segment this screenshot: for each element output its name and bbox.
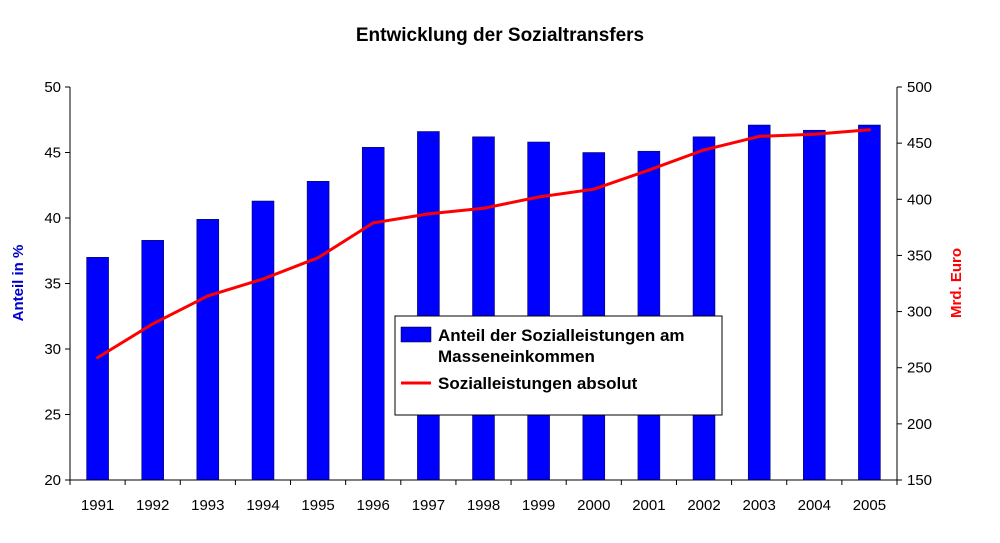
line-point-2003 (757, 134, 761, 138)
bar-1995 (306, 181, 330, 481)
y-axis-left-label: Anteil in % (10, 245, 27, 322)
line-point-2002 (702, 148, 706, 152)
x-tick-label: 1991 (81, 497, 114, 514)
line-point-1998 (482, 206, 485, 210)
x-tick-label: 2002 (687, 497, 720, 514)
bar-series (86, 124, 881, 481)
line-point-1992 (151, 322, 155, 326)
bar-1996 (361, 147, 385, 481)
legend: Anteil der Sozialleistungen am Massenein… (394, 315, 723, 416)
x-axis: 1991 1992 1993 1994 1995 1996 1997 1998 1999 2000… (69, 480, 898, 514)
bar-1994 (251, 200, 275, 481)
x-tick-label: 2004 (798, 497, 831, 514)
y-left-tick-label: 20 (44, 472, 61, 489)
y-axis-left: 20 25 30 35 40 45 50 (44, 79, 70, 489)
y-right-tick-label: 500 (907, 79, 932, 96)
y-right-tick-label: 300 (907, 304, 932, 321)
chart-title: Entwicklung der Sozialtransfers (356, 25, 644, 46)
line-series (96, 128, 871, 360)
bar-2003 (747, 124, 771, 481)
y-right-tick-label: 400 (907, 191, 932, 208)
y-right-tick-label: 350 (907, 247, 932, 264)
line-point-1997 (426, 212, 430, 216)
y-left-tick-label: 30 (44, 341, 61, 358)
x-tick-label: 1992 (136, 497, 169, 514)
legend-bar-swatch (400, 326, 432, 343)
line-point-2000 (592, 187, 596, 191)
line-point-2004 (812, 132, 816, 136)
x-tick-label: 1995 (301, 497, 334, 514)
bar-2002 (692, 136, 716, 481)
line-point-1995 (316, 256, 320, 260)
y-left-tick-label: 35 (44, 276, 61, 293)
y-left-tick-label: 40 (44, 210, 61, 227)
bar-1997 (417, 131, 440, 481)
line-point-1994 (261, 277, 265, 281)
x-tick-label: 2003 (743, 497, 776, 514)
bar-1992 (141, 240, 164, 481)
x-tick-label: 2005 (853, 497, 886, 514)
y-left-tick-label: 25 (44, 407, 61, 424)
x-tick-label: 1996 (357, 497, 390, 514)
bar-1998 (472, 136, 495, 481)
x-tick-label: 1998 (467, 497, 500, 514)
legend-bar-label-line1: Anteil der Sozialleistungen am (438, 326, 685, 345)
y-right-tick-label: 450 (907, 135, 932, 152)
legend-line-label: Sozialleistungen absolut (438, 374, 638, 393)
x-tick-label: 2001 (632, 497, 665, 514)
x-tick-label: 2000 (577, 497, 610, 514)
x-tick-label: 1997 (412, 497, 445, 514)
bar-1993 (196, 219, 220, 481)
y-right-tick-label: 250 (907, 360, 932, 377)
bar-1999 (527, 141, 550, 481)
y-left-tick-label: 45 (44, 145, 61, 162)
legend-bar-label-line2: Masseneinkommen (438, 347, 595, 366)
line-point-2005 (867, 128, 871, 132)
line-point-1999 (537, 195, 541, 199)
line-point-1996 (371, 221, 375, 225)
y-right-tick-label: 200 (907, 416, 932, 433)
line-point-1993 (206, 294, 210, 298)
y-axis-right: 150 200 250 300 350 400 450 500 (897, 79, 932, 489)
bar-2005 (858, 124, 881, 481)
x-tick-label: 1994 (246, 497, 279, 514)
legend-box (394, 315, 723, 416)
bar-2004 (803, 129, 826, 481)
y-axis-right-label: Mrd. Euro (948, 248, 965, 318)
x-tick-label: 1993 (191, 497, 224, 514)
line-point-2001 (647, 168, 651, 172)
line-point-1991 (96, 356, 100, 360)
y-left-tick-label: 50 (44, 79, 61, 96)
y-right-tick-label: 150 (907, 472, 932, 489)
bar-1991 (86, 257, 109, 481)
x-tick-label: 1999 (522, 497, 555, 514)
